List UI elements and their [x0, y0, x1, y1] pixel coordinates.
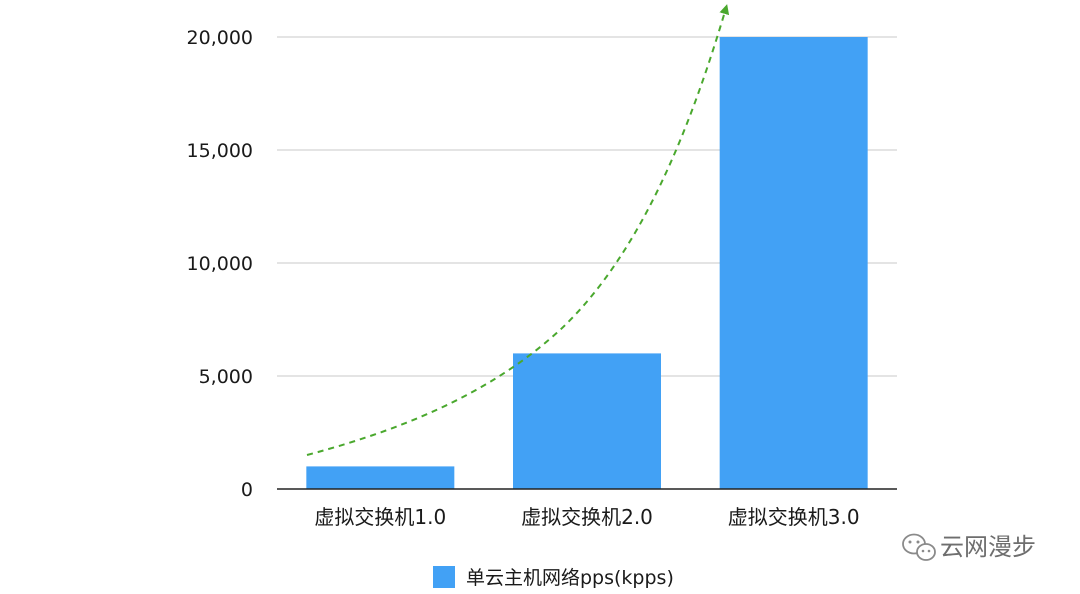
x-tick-label: 虚拟交换机3.0 [728, 505, 860, 529]
y-tick-label: 0 [241, 479, 253, 501]
bars [306, 37, 868, 489]
bar [306, 466, 455, 489]
x-tick-label: 虚拟交换机1.0 [314, 505, 446, 529]
watermark-text: 云网漫步 [940, 533, 1036, 561]
bar [513, 353, 661, 489]
y-tick-label: 5,000 [199, 366, 253, 388]
x-tick-label: 虚拟交换机2.0 [521, 505, 653, 529]
y-tick-label: 10,000 [187, 253, 253, 275]
legend-label: 单云主机网络pps(kpps) [466, 567, 674, 589]
y-tick-label: 15,000 [187, 140, 253, 162]
watermark: 云网漫步 [902, 533, 1036, 561]
legend-swatch [433, 566, 455, 588]
y-axis-tick-labels: 0 5,000 10,000 15,000 20,000 [187, 27, 253, 501]
x-axis-category-labels: 虚拟交换机1.0 虚拟交换机2.0 虚拟交换机3.0 [314, 505, 859, 529]
trend-arrow [306, 4, 730, 456]
bar [719, 37, 868, 489]
wechat-icon [902, 533, 936, 561]
y-tick-label: 20,000 [187, 27, 253, 49]
legend: 单云主机网络pps(kpps) [433, 566, 674, 589]
